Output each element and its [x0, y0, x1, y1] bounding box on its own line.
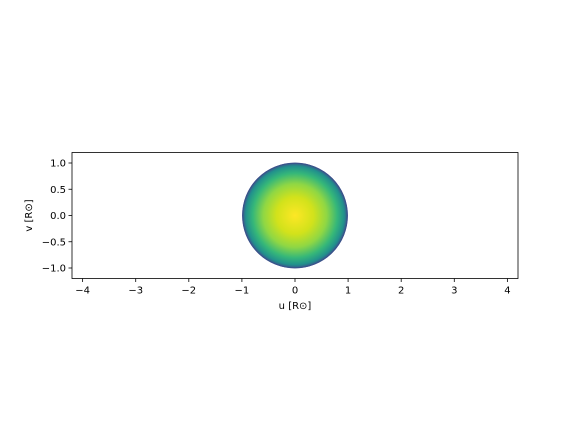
x-tick-label: −3 — [128, 286, 143, 297]
x-tick-label: −1 — [235, 286, 250, 297]
x-tick-label: 4 — [504, 286, 510, 297]
x-tick-label: 1 — [345, 286, 351, 297]
y-tick-label: 0.5 — [50, 185, 66, 196]
x-axis-label: u [R⊙] — [279, 301, 312, 312]
y-tick-label: 0.0 — [50, 211, 66, 222]
y-tick-label: −0.5 — [42, 237, 66, 248]
x-tick-label: 2 — [398, 286, 404, 297]
disk-limb — [242, 162, 348, 269]
x-tick-label: 0 — [292, 286, 298, 297]
x-tick-label: −4 — [75, 286, 90, 297]
x-tick-label: −2 — [181, 286, 196, 297]
y-tick-label: 1.0 — [50, 159, 66, 170]
y-axis-label: v [R⊙] — [24, 199, 35, 231]
y-tick-label: −1.0 — [42, 264, 66, 275]
x-tick-label: 3 — [451, 286, 457, 297]
stellar-disk — [242, 162, 348, 269]
